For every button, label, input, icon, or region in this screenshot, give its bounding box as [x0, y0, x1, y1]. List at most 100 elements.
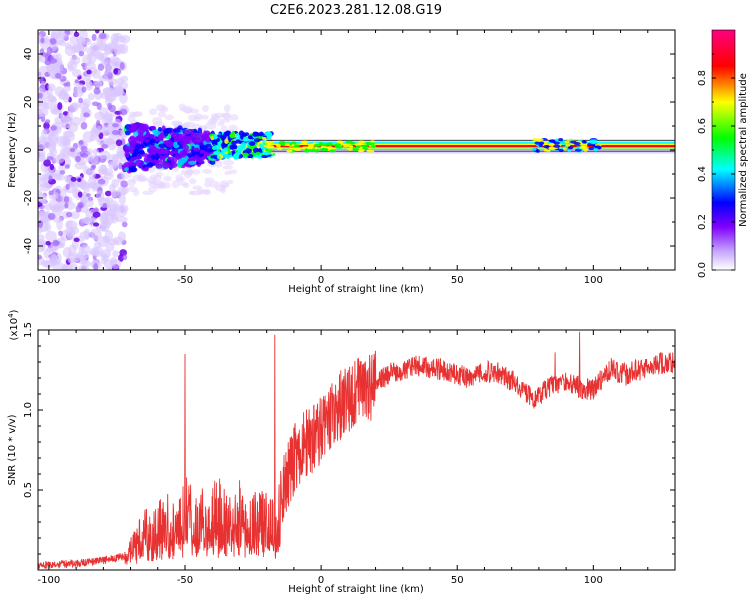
halo-blob [204, 181, 212, 188]
transition-blob [241, 133, 248, 137]
noise-blob [112, 236, 124, 246]
halo-blob [192, 169, 201, 175]
onset-blob [179, 152, 187, 158]
halo-blob [155, 104, 167, 112]
noise-blob [93, 87, 101, 95]
transition-blob [242, 138, 248, 142]
spectrogram-heatmap [38, 30, 675, 270]
noise-blob [97, 178, 106, 185]
onset-blob [135, 159, 143, 167]
transition-blob [261, 155, 269, 159]
transition-blob [261, 136, 267, 140]
noise-blob [91, 69, 101, 79]
onset-blob [151, 154, 156, 160]
transition-blob [215, 138, 220, 143]
carrier-blob [532, 147, 537, 151]
spectrogram-xtick-label: -100 [38, 275, 61, 286]
noise-blob [58, 39, 67, 47]
noise-blob [44, 102, 53, 110]
onset-blob [123, 145, 131, 153]
carrier-blob [357, 140, 366, 144]
noise-blob [50, 125, 58, 131]
carrier-blob [361, 144, 369, 148]
carrier-blob [276, 147, 283, 151]
snr-scale-label: (x104) [7, 309, 20, 340]
noise-blob [38, 75, 44, 83]
carrier-blob [293, 147, 302, 151]
onset-blob [129, 144, 136, 152]
halo-blob [201, 114, 209, 120]
carrier-blob [325, 142, 333, 146]
spectrogram-ytick-label: -40 [23, 238, 34, 254]
onset-blob [124, 161, 133, 167]
noise-blob [38, 152, 46, 163]
onset-blob [193, 147, 200, 152]
noise-blob [105, 242, 115, 252]
noise-blob [63, 82, 68, 87]
spectrogram-ytick-label: 20 [23, 96, 34, 109]
carrier-blob [356, 142, 363, 146]
transition-blob [212, 145, 220, 150]
halo-blob [228, 114, 239, 121]
onset-blob [180, 140, 188, 146]
halo-blob [189, 178, 197, 185]
transition-blob [222, 133, 228, 139]
noise-blob [51, 62, 64, 73]
noise-blob [47, 212, 56, 220]
noise-blob [76, 36, 86, 44]
noise-blob [66, 211, 73, 218]
transition-blob [212, 134, 218, 140]
snr-ytick-label: 1.0 [23, 402, 34, 418]
noise-blob [95, 183, 103, 194]
noise-blob [75, 155, 81, 163]
noise-blob [77, 177, 82, 183]
transition-blob [255, 151, 261, 156]
noise-blob [44, 119, 51, 124]
noise-blob [99, 150, 111, 160]
snr-ytick-label: 1.5 [23, 322, 34, 338]
noise-blob [39, 48, 45, 55]
noise-blob [102, 253, 110, 263]
noise-blob [67, 252, 76, 264]
noise-blob [92, 222, 100, 227]
halo-blob [229, 169, 238, 174]
colorbar-tick-label: 0.4 [697, 166, 708, 182]
halo-blob [175, 174, 184, 183]
transition-blob [229, 144, 235, 150]
noise-blob [101, 126, 109, 137]
noise-blob [47, 131, 60, 144]
carrier-blob [589, 139, 596, 143]
noise-blob [80, 217, 93, 225]
noise-blob [92, 148, 100, 155]
noise-blob [92, 211, 101, 218]
transition-blob [242, 152, 249, 157]
noise-blob [73, 253, 81, 262]
carrier-blob [370, 144, 376, 148]
halo-blob [220, 125, 228, 133]
onset-blob [172, 149, 179, 154]
carrier-blob [543, 144, 550, 149]
noise-blob [71, 68, 82, 78]
halo-blob [153, 174, 162, 182]
colorbar-tick-label: 0.8 [697, 70, 708, 86]
noise-blob [42, 141, 51, 149]
onset-blob [158, 143, 167, 149]
noise-blob [110, 203, 118, 212]
spectrogram-ytick-label: 0 [23, 147, 34, 153]
noise-blob [77, 191, 83, 198]
carrier-blob [336, 143, 342, 147]
noise-blob [120, 180, 129, 188]
halo-blob [157, 111, 166, 118]
halo-blob [164, 114, 175, 121]
onset-blob [195, 133, 202, 141]
snr-plot-area [38, 331, 675, 569]
noise-blob [73, 31, 80, 38]
carrier-blob [347, 147, 354, 151]
transition-blob [220, 149, 225, 156]
noise-blob [43, 121, 50, 130]
spectrogram-ytick-label: 40 [23, 48, 34, 61]
onset-blob [183, 129, 189, 136]
onset-blob [209, 159, 216, 165]
carrier-blob [329, 149, 337, 153]
onset-blob [177, 135, 184, 142]
